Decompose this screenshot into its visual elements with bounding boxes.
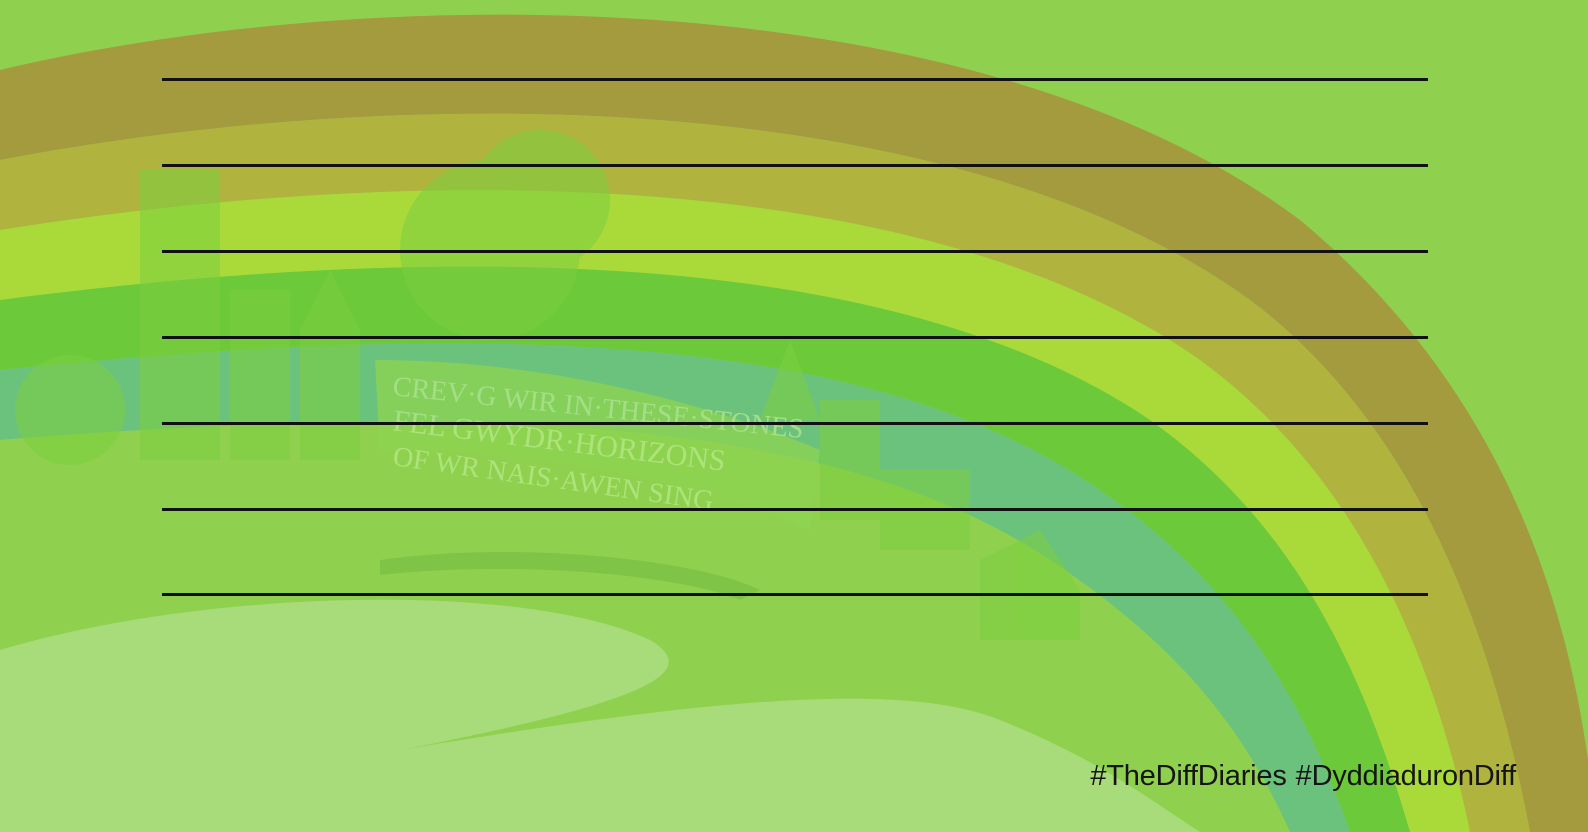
rainbow-band-lime: [0, 190, 1470, 832]
writing-line: [162, 250, 1428, 253]
hashtag-footer: #TheDiffDiaries #DyddiaduronDiff: [1090, 760, 1516, 793]
foreground-swoosh: [0, 599, 1200, 832]
hashtag-dyddiaduron-diff: #DyddiaduronDiff: [1295, 760, 1517, 792]
path-curve: [380, 551, 760, 600]
rainbow-band-green: [0, 266, 1410, 832]
writing-line: [162, 593, 1428, 596]
writing-line: [162, 508, 1428, 511]
writing-line: [162, 336, 1428, 339]
hashtag-the-diff-diaries: #TheDiffDiaries: [1090, 760, 1287, 792]
rainbow-band-brown: [0, 14, 1588, 832]
rainbow-band-olive: [0, 113, 1530, 832]
writing-line: [162, 164, 1428, 167]
writing-line: [162, 78, 1428, 81]
rainbow-band-teal: [0, 343, 1350, 832]
writing-line: [162, 422, 1428, 425]
